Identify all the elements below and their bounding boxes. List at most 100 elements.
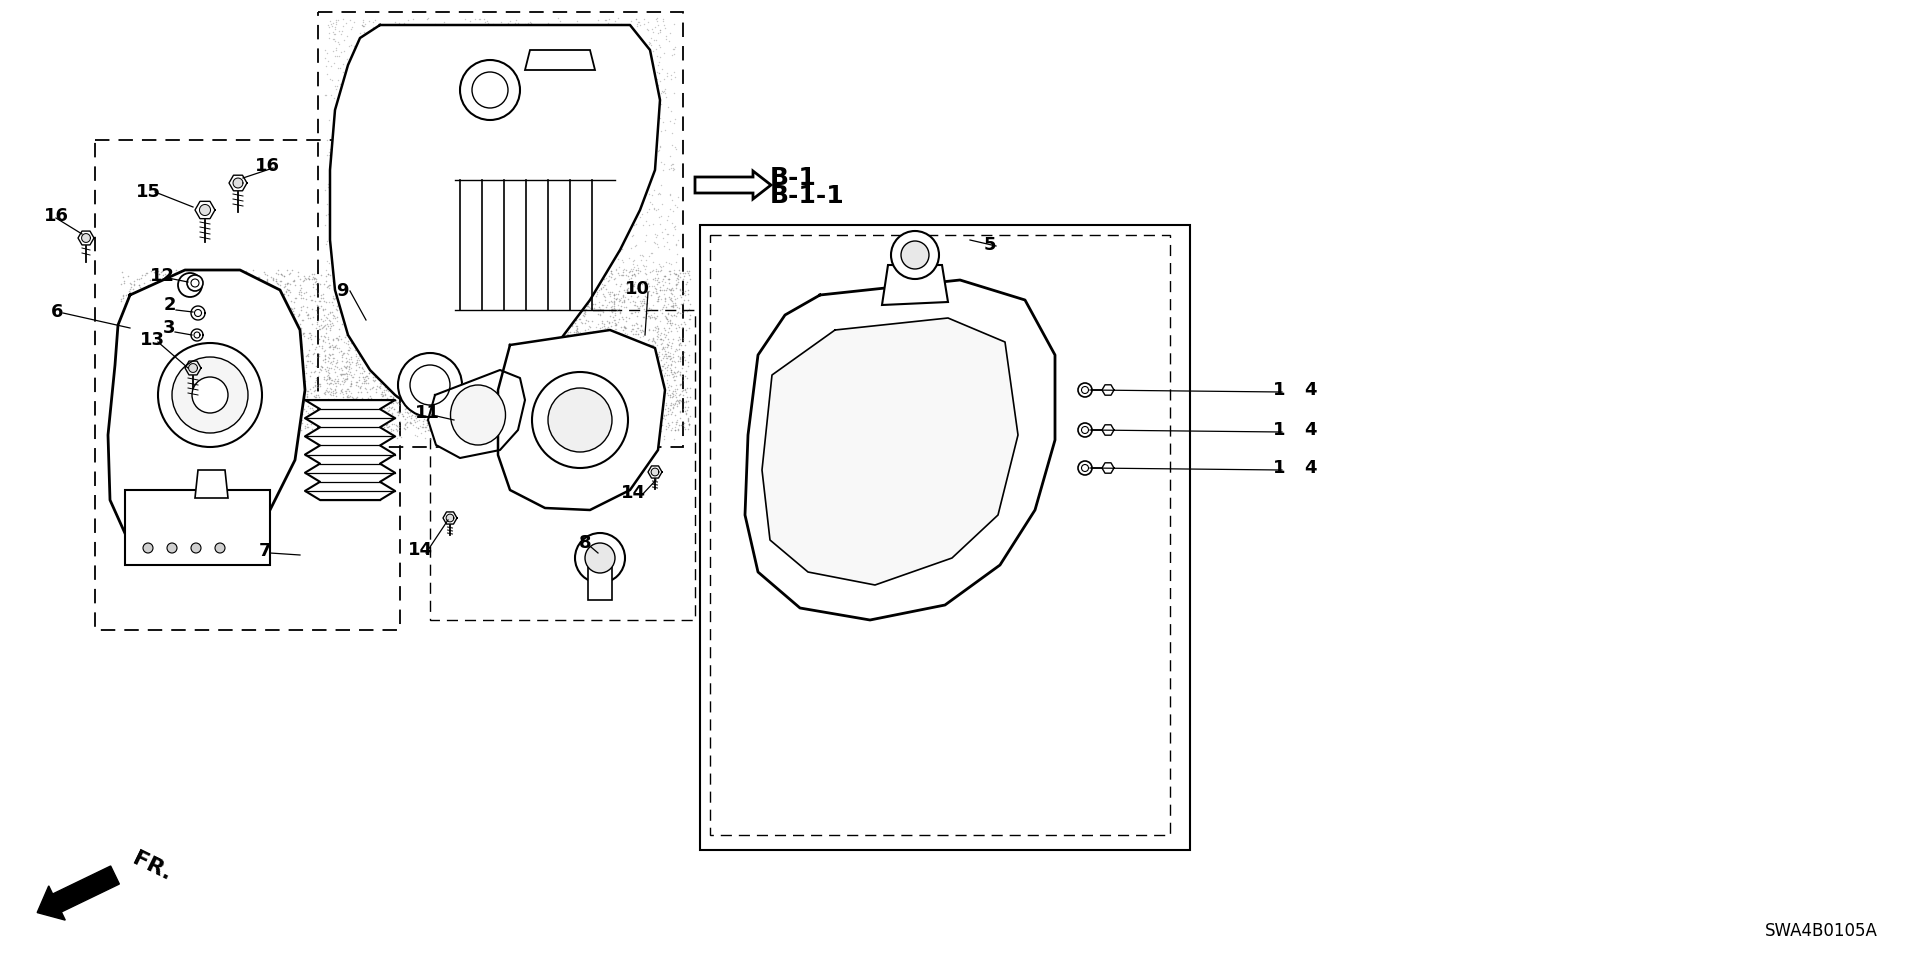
Point	[576, 351, 607, 366]
Point	[518, 178, 549, 194]
Point	[192, 329, 223, 344]
Point	[371, 105, 401, 121]
Point	[495, 297, 526, 313]
Point	[386, 386, 417, 401]
Point	[165, 282, 196, 297]
Point	[326, 246, 357, 261]
Point	[359, 148, 390, 163]
Point	[134, 313, 165, 328]
Point	[397, 268, 428, 283]
Point	[626, 402, 657, 417]
Point	[367, 386, 397, 402]
Point	[612, 35, 643, 51]
Point	[513, 58, 543, 73]
Point	[478, 212, 509, 227]
Point	[315, 16, 346, 32]
Point	[520, 31, 551, 46]
Point	[643, 372, 674, 387]
Point	[503, 202, 534, 218]
Point	[468, 366, 499, 382]
Point	[169, 346, 200, 362]
Point	[584, 386, 614, 401]
Point	[465, 297, 495, 313]
Point	[622, 359, 653, 374]
Point	[219, 393, 250, 409]
Point	[253, 398, 284, 413]
Point	[288, 273, 319, 289]
Point	[605, 393, 636, 409]
Point	[614, 180, 645, 196]
Point	[670, 288, 701, 303]
Point	[568, 231, 599, 246]
Point	[639, 305, 670, 320]
Point	[536, 68, 566, 83]
Point	[382, 36, 413, 52]
Point	[397, 40, 428, 56]
Point	[115, 411, 146, 427]
Point	[540, 272, 570, 288]
Point	[177, 420, 207, 435]
Point	[292, 331, 323, 346]
Point	[524, 377, 555, 392]
Point	[409, 342, 440, 358]
Point	[445, 286, 476, 301]
Point	[566, 125, 597, 140]
Point	[622, 260, 653, 275]
Point	[447, 103, 478, 118]
Point	[417, 206, 447, 222]
Point	[444, 63, 474, 79]
Point	[653, 380, 684, 395]
Point	[674, 416, 705, 432]
Point	[515, 181, 545, 197]
Point	[549, 313, 580, 328]
Point	[444, 74, 474, 89]
Point	[374, 402, 405, 417]
Point	[317, 339, 348, 355]
Point	[365, 419, 396, 434]
Point	[432, 407, 463, 422]
Point	[374, 79, 405, 94]
Point	[267, 339, 298, 354]
Point	[340, 267, 371, 282]
Point	[298, 395, 328, 410]
Point	[238, 281, 269, 296]
Point	[455, 381, 486, 396]
Point	[628, 293, 659, 309]
Point	[171, 386, 202, 402]
Point	[528, 273, 559, 289]
Point	[382, 226, 413, 242]
Point	[219, 333, 250, 348]
Point	[223, 374, 253, 389]
Point	[499, 101, 530, 116]
Point	[278, 301, 309, 316]
Point	[470, 417, 501, 433]
Point	[530, 274, 561, 290]
Point	[468, 408, 499, 423]
Point	[659, 364, 689, 380]
Point	[445, 398, 476, 413]
Point	[321, 213, 351, 228]
Point	[459, 351, 490, 366]
Point	[488, 320, 518, 336]
Point	[645, 39, 676, 55]
Point	[465, 143, 495, 158]
Point	[453, 62, 484, 78]
Point	[420, 70, 451, 85]
Point	[342, 316, 372, 332]
Point	[240, 332, 271, 347]
Point	[146, 317, 177, 333]
Point	[132, 409, 163, 425]
Point	[363, 357, 394, 372]
Point	[319, 291, 349, 306]
Point	[430, 286, 461, 301]
Point	[382, 36, 413, 52]
Point	[152, 421, 182, 436]
Point	[620, 316, 651, 331]
Point	[169, 372, 200, 387]
Point	[246, 381, 276, 396]
Point	[442, 292, 472, 307]
Point	[563, 129, 593, 145]
Point	[518, 324, 549, 339]
Point	[626, 298, 657, 314]
Point	[520, 373, 551, 388]
